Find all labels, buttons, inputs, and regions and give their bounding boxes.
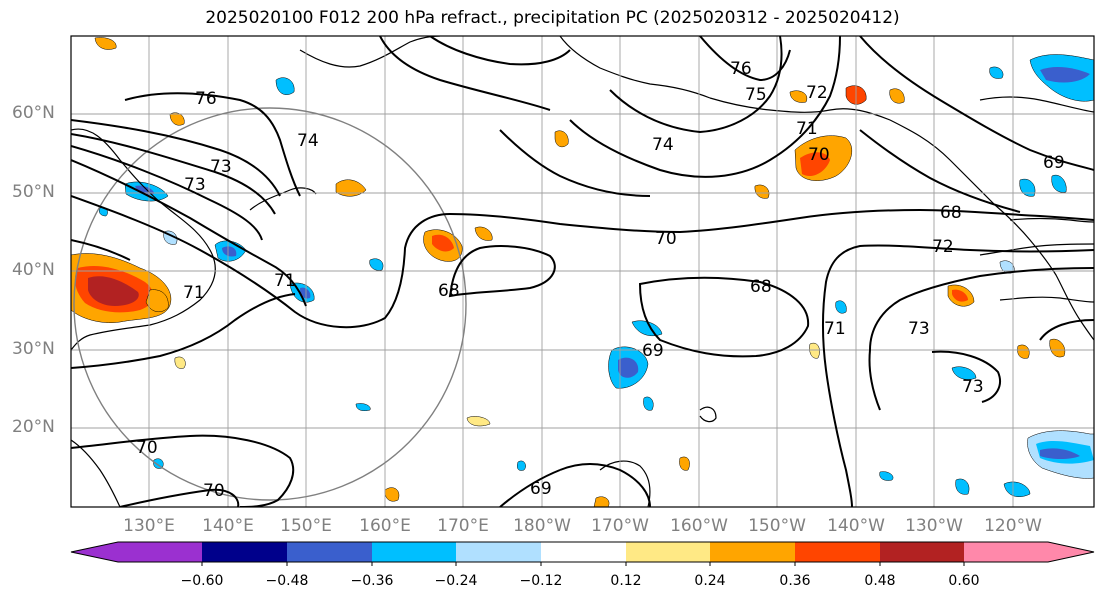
colorbar-tick-label: −0.24	[434, 573, 478, 589]
lon-label: 140°W	[827, 516, 885, 536]
colorbar-segment	[795, 542, 880, 562]
lat-label: 20°N	[12, 417, 55, 437]
colorbar-tick-label: 0.36	[779, 573, 811, 589]
lat-label: 30°N	[12, 339, 55, 359]
colorbar-segment	[880, 542, 964, 562]
contour-label: 70	[136, 438, 158, 458]
map-frame	[70, 35, 1095, 508]
contour-label: 70	[655, 229, 677, 249]
lon-label: 170°W	[591, 516, 649, 536]
contour-label: 71	[183, 283, 205, 303]
contour-label: 69	[642, 341, 664, 361]
map-title: 2025020100 F012 200 hPa refract., precip…	[205, 8, 900, 28]
contour-label: 73	[184, 175, 206, 195]
contour-label: 68	[438, 281, 460, 301]
graticule	[71, 36, 1094, 507]
lon-label: 140°E	[202, 516, 254, 536]
colorbar-tick-label: −0.48	[265, 573, 309, 589]
lat-label: 50°N	[12, 182, 55, 202]
lon-label: 120°W	[984, 516, 1042, 536]
colorbar-segment	[202, 542, 287, 562]
colorbar-segment	[372, 542, 456, 562]
colorbar-tick-label: 0.60	[948, 573, 980, 589]
contour-label: 72	[932, 237, 954, 257]
lon-label: 170°E	[437, 516, 489, 536]
lon-label: 160°E	[359, 516, 411, 536]
map-background	[71, 36, 1094, 507]
colorbar-tick-label: −0.36	[350, 573, 394, 589]
contour-label: 74	[297, 131, 319, 151]
colorbar-tick-label: 0.12	[610, 573, 642, 589]
colorbar	[70, 541, 1095, 566]
colorbar-tick-label: 0.48	[864, 573, 896, 589]
contour-label: 70	[808, 145, 830, 165]
colorbar-segment	[710, 542, 795, 562]
colorbar-segment	[287, 542, 372, 562]
refractivity-contours	[71, 36, 1094, 507]
contour-label: 68	[940, 203, 962, 223]
contour-label: 73	[210, 157, 232, 177]
colorbar-outline	[70, 541, 1095, 563]
lon-label: 130°E	[123, 516, 175, 536]
contour-label: 74	[652, 135, 674, 155]
contour-label: 76	[195, 89, 217, 109]
colorbar-segment	[456, 542, 541, 562]
colorbar-segment	[626, 542, 710, 562]
contour-label: 73	[962, 377, 984, 397]
contour-labels: 76 74 73 73 71 71 70 70 70 68 68 69 71 7…	[136, 59, 1065, 501]
colorbar-segment	[1048, 542, 1094, 562]
range-circle	[73, 107, 467, 501]
contour-label: 69	[530, 479, 552, 499]
lat-label: 40°N	[12, 260, 55, 280]
contour-label: 72	[806, 83, 828, 103]
colorbar-tick-label: −0.60	[180, 573, 224, 589]
lon-label: 160°W	[670, 516, 728, 536]
colorbar-segment	[71, 542, 118, 562]
lon-label: 180°W	[513, 516, 571, 536]
colorbar-segment	[118, 542, 202, 562]
colorbar-segment	[541, 542, 626, 562]
colorbar-tick-label: −0.12	[519, 573, 563, 589]
contour-label: 68	[750, 277, 772, 297]
contour-label: 75	[745, 85, 767, 105]
contour-label: 71	[274, 271, 296, 291]
contour-label: 73	[908, 319, 930, 339]
contour-label: 70	[203, 481, 225, 501]
colorbar-segment	[964, 542, 1048, 562]
contour-label: 71	[824, 319, 846, 339]
lon-label: 150°W	[748, 516, 806, 536]
contour-label: 69	[1043, 153, 1065, 173]
contour-label: 71	[796, 119, 818, 139]
lon-label: 130°W	[905, 516, 963, 536]
colorbar-tick-label: 0.24	[694, 573, 726, 589]
contour-label: 76	[730, 59, 752, 79]
lat-label: 60°N	[12, 103, 55, 123]
lon-label: 150°E	[280, 516, 332, 536]
